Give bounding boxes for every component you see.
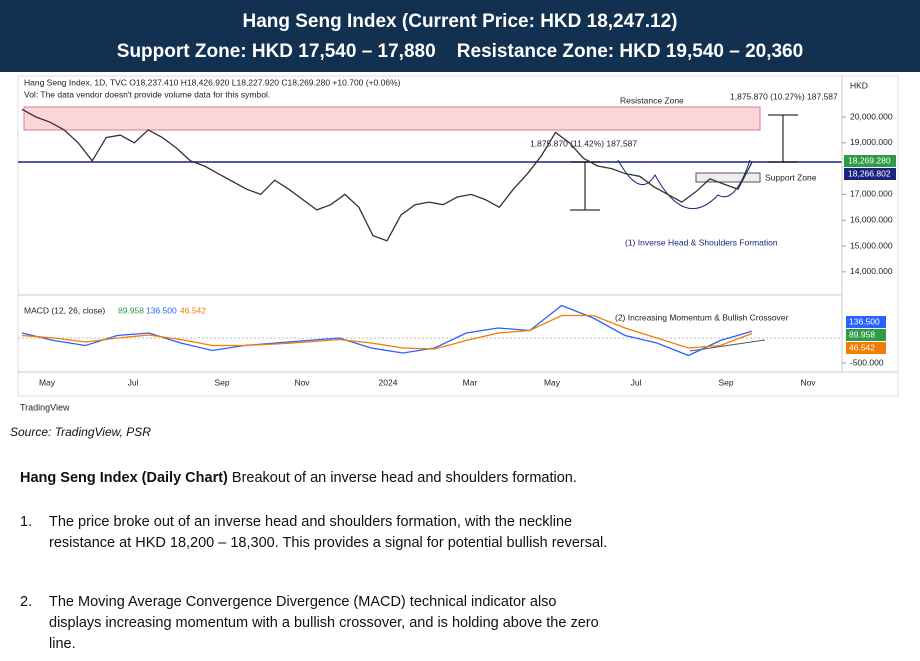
- info: Hang Seng Index, 1D, TVC O18,237.410 H18…: [24, 77, 401, 87]
- macd-legend: 89.958: [118, 305, 144, 315]
- header-title: Hang Seng Index (Current Price: HKD 18,2…: [242, 11, 678, 32]
- resistance-text: Resistance Zone: HKD 19,540 – 20,360: [456, 41, 804, 62]
- price-line: [21, 108, 753, 242]
- item: 1. The price broke out of an inverse head…: [20, 512, 620, 554]
- x-tick-label: 2024: [379, 377, 398, 387]
- x-tick-label: Sep: [214, 377, 229, 387]
- support-zone: [695, 172, 761, 183]
- x-tick-label: Nov: [294, 377, 310, 387]
- annotation: (2) Increasing Momentum & Bullish Crosso…: [615, 312, 789, 322]
- price-tag-label: 18,266.802: [848, 168, 891, 178]
- item: 2. The Moving Average Convergence Diverge…: [20, 592, 620, 655]
- header-zones: Support Zone: HKD 17,540 – 17,880 Resist…: [0, 37, 920, 67]
- vol-note: Vol: The data vendor doesn't provide vol…: [24, 89, 270, 99]
- x-tick-label: May: [544, 377, 561, 387]
- y-tick-label: -500.000: [850, 357, 884, 367]
- x-tick-label: May: [39, 377, 56, 387]
- macd-tag-label: 89.958: [849, 329, 875, 339]
- price-tag-label: 18,269.280: [848, 155, 891, 165]
- x-tick-label: Jul: [128, 377, 139, 387]
- support-text: Support Zone: HKD 17,540 – 17,880: [116, 41, 436, 62]
- y-tick-label: 19,000.000: [850, 137, 893, 147]
- macd-legend: 136.500: [146, 305, 177, 315]
- macd-tag: [846, 316, 886, 328]
- lead-rest: Breakout of an inverse head and shoulder…: [227, 470, 577, 486]
- macd-tag: [846, 329, 886, 341]
- x-tick-label: Sep: [718, 377, 733, 387]
- pattern-curve: [617, 159, 751, 210]
- resistance-zone: [23, 106, 761, 131]
- annotation: 1,875.870 (11.42%) 187,587: [530, 138, 637, 148]
- header: Hang Seng Index (Current Price: HKD 18,2…: [0, 0, 920, 72]
- item-num: 2.: [20, 594, 33, 610]
- y-tick-label: 16,000.000: [850, 214, 893, 224]
- macd-title: MACD (12, 26, close): [24, 305, 105, 315]
- macd-tag: [846, 342, 886, 354]
- x-tick-label: Nov: [800, 377, 816, 387]
- y-tick-label: 17,000.000: [850, 189, 893, 199]
- macd-tag-label: 136.500: [849, 316, 880, 326]
- lead: Hang Seng Index (Daily Chart) Breakout o…: [20, 468, 577, 489]
- item-num: 1.: [20, 514, 33, 530]
- annotation: (1) Inverse Head & Shoulders Formation: [625, 237, 778, 247]
- y-tick-label: 14,000.000: [850, 266, 893, 276]
- macd-tag-label: 46.542: [849, 342, 875, 352]
- annotation: Resistance Zone: [620, 95, 684, 105]
- macd-legend: 46.542: [180, 305, 206, 315]
- price-tag: [844, 155, 896, 167]
- currency: HKD: [850, 80, 868, 90]
- annotation: 1,875.870 (10.27%) 187,587: [730, 91, 838, 101]
- lead-bold: Hang Seng Index (Daily Chart): [20, 470, 228, 486]
- source: Source: TradingView, PSR: [10, 425, 151, 439]
- item-text: The Moving Average Convergence Divergenc…: [49, 594, 599, 652]
- brand: TradingView: [20, 402, 70, 412]
- x-tick-label: Jul: [631, 377, 642, 387]
- x-tick-label: Mar: [463, 377, 478, 387]
- price-tag: [844, 168, 896, 180]
- signal-line: [21, 314, 753, 350]
- chart: Hang Seng Index, 1D, TVC O18,237.410 H18…: [17, 75, 899, 412]
- macd-line: [21, 304, 753, 357]
- y-tick-label: 20,000.000: [850, 111, 893, 121]
- annotation: Support Zone: [765, 172, 817, 182]
- y-tick-label: 15,000.000: [850, 240, 893, 250]
- item-text: The price broke out of an inverse head a…: [49, 514, 608, 551]
